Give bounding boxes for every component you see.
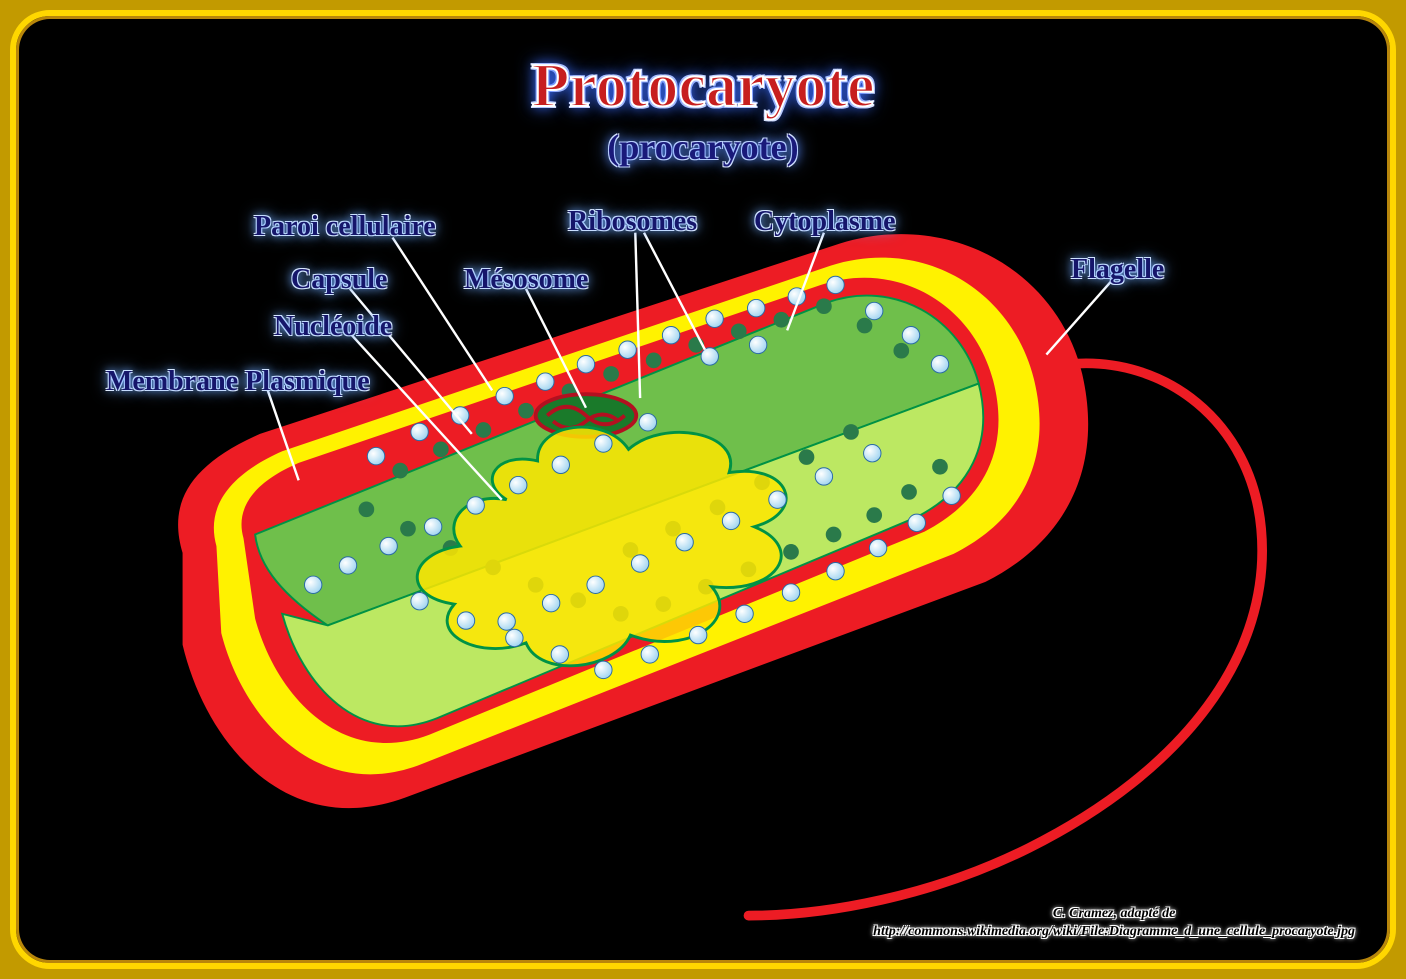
label-nucleoide: Nucléoide [274, 311, 392, 343]
label-cytoplasme: Cytoplasme [754, 206, 896, 238]
title-main: Protocaryote [531, 51, 874, 122]
inner-frame: Protocaryote (procaryote) Paroi cellulai… [10, 10, 1396, 969]
label-ribosomes: Ribosomes [568, 206, 697, 238]
credit-text: C. Cramez, adapté de http://commons.wiki… [873, 905, 1355, 941]
label-paroi: Paroi cellulaire [254, 211, 436, 243]
outer-frame: Protocaryote (procaryote) Paroi cellulai… [0, 0, 1406, 979]
credit-line-1: C. Cramez, adapté de [1053, 906, 1176, 921]
label-mesosome: Mésosome [464, 264, 588, 296]
label-capsule: Capsule [291, 264, 387, 296]
title-sub: (procaryote) [607, 126, 798, 168]
label-membrane: Membrane Plasmique [106, 366, 370, 398]
label-flagelle: Flagelle [1071, 254, 1164, 286]
credit-line-2: http://commons.wikimedia.org/wiki/File:D… [873, 924, 1355, 939]
